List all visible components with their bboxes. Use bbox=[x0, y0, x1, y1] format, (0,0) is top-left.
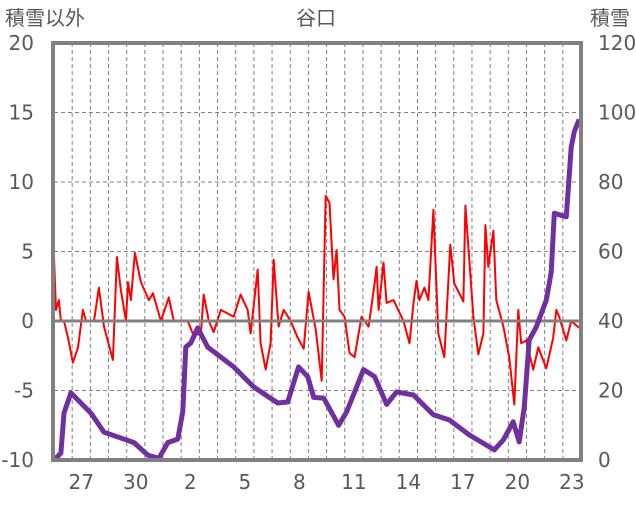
right-tick-label: 60 bbox=[598, 240, 623, 264]
plot-frame bbox=[51, 41, 583, 462]
x-tick-label: 27 bbox=[69, 470, 94, 494]
x-tick-label: 20 bbox=[505, 470, 530, 494]
x-tick-label: 2 bbox=[184, 470, 197, 494]
x-tick-label: 5 bbox=[238, 470, 251, 494]
left-tick-label: 5 bbox=[21, 240, 34, 264]
x-tick-label: 30 bbox=[123, 470, 148, 494]
right-tick-label: 100 bbox=[598, 101, 636, 125]
left-axis-title: 積雪以外 bbox=[5, 6, 85, 30]
x-tick-label: 23 bbox=[559, 470, 584, 494]
right-tick-label: 40 bbox=[598, 309, 623, 333]
right-axis-title: 積雪 bbox=[590, 6, 630, 30]
x-tick-label: 8 bbox=[293, 470, 306, 494]
gridlines bbox=[54, 43, 581, 460]
right-axis-ticks: 120 100 80 60 40 20 0 bbox=[598, 31, 636, 472]
x-axis-ticks: 27 30 2 5 8 11 14 17 20 23 bbox=[69, 470, 585, 494]
chart-title: 谷口 bbox=[296, 6, 336, 30]
series-line-other bbox=[53, 194, 580, 406]
right-tick-label: 80 bbox=[598, 170, 623, 194]
x-tick-label: 14 bbox=[396, 470, 421, 494]
left-tick-label: 20 bbox=[9, 31, 34, 55]
left-tick-label: 15 bbox=[9, 101, 34, 125]
left-tick-label: 0 bbox=[21, 309, 34, 333]
left-axis-ticks: 20 15 10 5 0 -5 -10 bbox=[1, 31, 34, 472]
x-tick-label: 17 bbox=[450, 470, 475, 494]
right-tick-label: 20 bbox=[598, 379, 623, 403]
left-tick-label: -5 bbox=[14, 379, 34, 403]
right-tick-label: 0 bbox=[598, 448, 611, 472]
left-tick-label: 10 bbox=[9, 170, 34, 194]
right-tick-label: 120 bbox=[598, 31, 636, 55]
left-tick-label: -10 bbox=[1, 448, 34, 472]
x-tick-label: 11 bbox=[341, 470, 366, 494]
